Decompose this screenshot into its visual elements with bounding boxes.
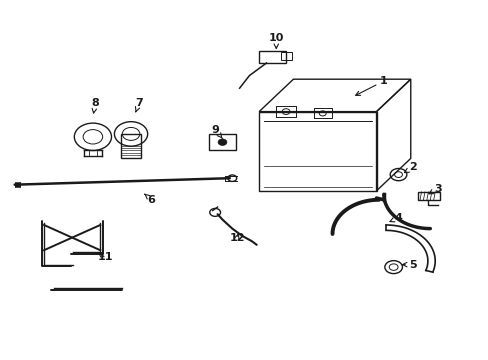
Text: 1: 1 [355,76,387,95]
Text: 2: 2 [404,162,416,172]
Bar [121,134,141,158]
Text: 11: 11 [97,252,113,262]
Text: 7: 7 [135,98,143,112]
Text: 4: 4 [389,213,402,223]
Text: 12: 12 [229,233,244,243]
Text: 3: 3 [428,184,441,194]
Bar [281,52,291,60]
Text: 8: 8 [91,98,99,113]
Bar [208,134,236,150]
Text: 10: 10 [268,33,284,49]
Bar [417,192,439,200]
Circle shape [218,139,226,145]
Bar [259,51,285,63]
Text: 5: 5 [402,260,416,270]
Text: 6: 6 [144,194,155,205]
Text: 9: 9 [211,125,222,139]
